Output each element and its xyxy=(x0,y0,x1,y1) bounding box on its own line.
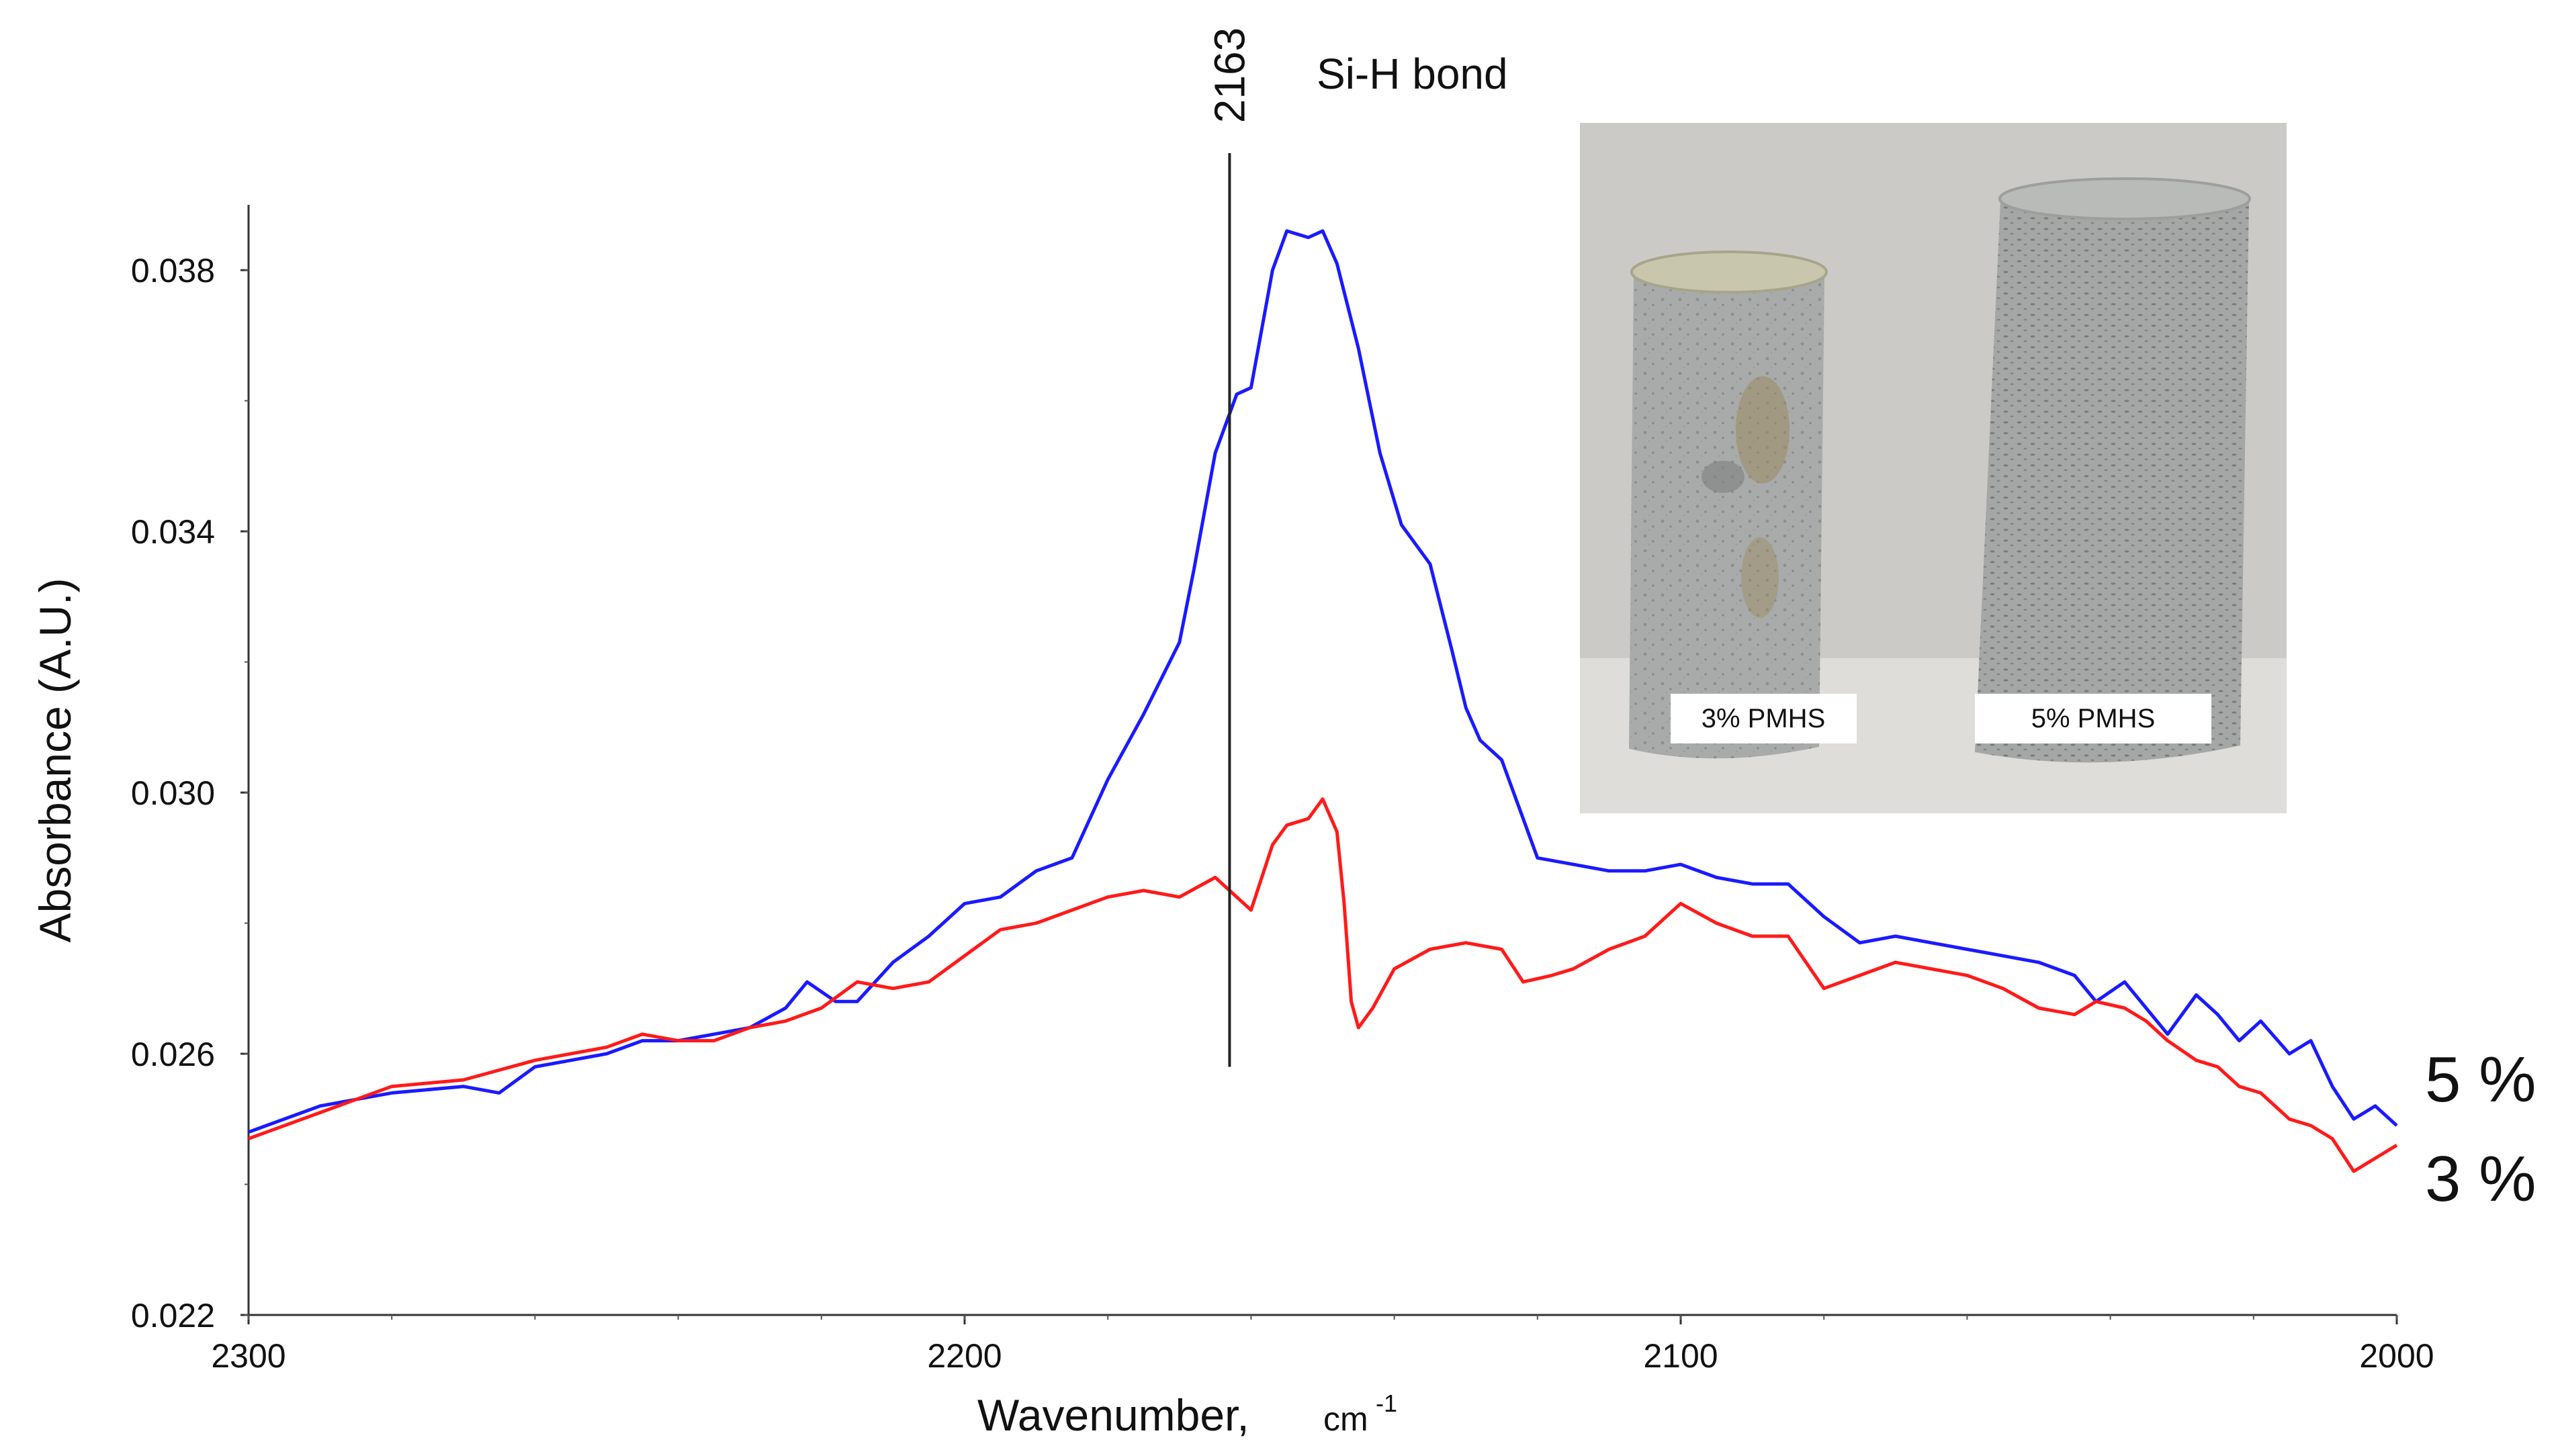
y-tick-label: 0.030 xyxy=(131,774,215,812)
y-axis-title: Absorbance (A.U.) xyxy=(30,578,80,943)
y-tick-label: 0.026 xyxy=(131,1036,215,1073)
x-axis-title: Wavenumber, xyxy=(977,1390,1249,1440)
x-tick-label: 2000 xyxy=(2359,1337,2434,1375)
x-tick-label: 2100 xyxy=(1643,1337,1718,1375)
reference-line-label: 2163 xyxy=(1205,28,1253,123)
x-tick-label: 2300 xyxy=(211,1337,285,1375)
inset-label-3pct: 3% PMHS xyxy=(1702,704,1826,733)
y-tick-label: 0.022 xyxy=(131,1297,215,1334)
x-axis-unit: cm xyxy=(1323,1400,1368,1438)
series-label-3pct: 3 % xyxy=(2425,1143,2536,1215)
inset-label-5pct: 5% PMHS xyxy=(2031,704,2156,733)
series-label-5pct: 5 % xyxy=(2425,1044,2536,1116)
x-tick-label: 2200 xyxy=(927,1337,1002,1375)
y-tick-label: 0.034 xyxy=(131,513,215,551)
sample-3pct-cylinder xyxy=(1629,251,1828,759)
x-axis-unit-exponent: -1 xyxy=(1376,1390,1397,1417)
y-tick-label: 0.038 xyxy=(131,252,215,289)
inset-photo: 3% PMHS 5% PMHS xyxy=(1580,123,2287,813)
sample-5pct-cylinder xyxy=(1975,177,2251,763)
series-line-3pct xyxy=(248,797,2398,1173)
x-ticks: 2300 2200 2100 2000 xyxy=(211,1315,2434,1375)
si-h-bond-annotation: Si-H bond xyxy=(1317,50,1508,98)
y-ticks: 0.022 0.026 0.030 0.034 0.038 xyxy=(131,252,249,1334)
series-line-5pct xyxy=(248,229,2398,1134)
